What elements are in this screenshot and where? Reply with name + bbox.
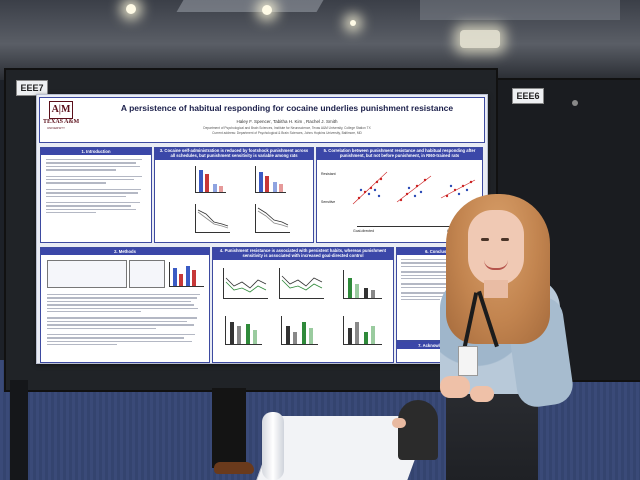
scatter-plot [351, 170, 389, 206]
poster-affiliation: Department of Psychological and Brain Sc… [203, 126, 371, 130]
logo-subtext: UNIVERSITY [47, 126, 66, 130]
presenter-face [468, 210, 524, 286]
conclusions-heading: 6. Conclusions [397, 248, 483, 255]
axis-label-sensitive: Sensitive [321, 200, 336, 204]
methods-diagram [47, 260, 127, 288]
crouching-person-hand [392, 418, 406, 428]
intro-panel: 1. Introduction [40, 147, 152, 243]
axis-arrow [357, 226, 467, 227]
line-chart [223, 268, 268, 299]
name-badge [458, 346, 478, 376]
ceiling-beam [176, 0, 324, 12]
background-person-legs [212, 388, 246, 468]
presenter-smile [484, 260, 508, 270]
ceiling-light [262, 5, 272, 15]
intro-text [41, 155, 151, 219]
bar-chart [169, 262, 204, 287]
logo-text: TEXAS A&M [43, 119, 80, 125]
ceiling [0, 0, 640, 80]
line-chart [279, 268, 324, 299]
results-panel-3: 3. Cocaine self-administration is reduce… [154, 147, 314, 243]
results-5-heading: 5. Correlation between punishment resist… [317, 148, 482, 160]
poster-affiliation: Current address: Department of Psycholog… [212, 131, 362, 135]
line-chart [195, 204, 230, 233]
axis-label-resistant: Resistant [321, 172, 336, 176]
poster-authors: Haley F. Spencer, Tabitha H. Kim , Rache… [236, 119, 338, 124]
background-person-shoe [214, 462, 254, 474]
research-poster: A|M TEXAS A&M UNIVERSITY A persistence o… [36, 94, 488, 364]
results-3-heading: 3. Cocaine self-administration is reduce… [155, 148, 313, 160]
bar-chart [225, 316, 262, 345]
methods-panel: 2. Methods [40, 247, 210, 363]
bar-chart [255, 166, 286, 193]
board-knob [572, 100, 578, 106]
methods-heading: 2. Methods [41, 248, 209, 255]
intro-heading: 1. Introduction [41, 148, 151, 155]
ceiling-light [350, 20, 356, 26]
crouching-person-arm [398, 400, 438, 460]
poster-header [39, 97, 485, 143]
presenter-hand [470, 386, 494, 402]
bar-chart [343, 316, 382, 345]
line-chart [255, 204, 290, 233]
ceiling-light [460, 30, 500, 48]
board-number-left: EEE7 [16, 80, 48, 96]
conclusions-text [397, 255, 483, 306]
rolled-poster-tube [262, 412, 284, 480]
axis-label-goal-directed: Goal-directed [353, 229, 375, 233]
results-4-heading: 4. Punishment resistance is associated w… [213, 248, 393, 260]
methods-diagram [129, 260, 165, 288]
bar-chart [195, 166, 226, 193]
methods-text [47, 294, 203, 347]
board-leg-left [10, 380, 28, 480]
scatter-plot [395, 170, 433, 206]
presenter-hand [440, 376, 470, 398]
board-number-right: EEE6 [512, 88, 544, 104]
bar-chart [281, 316, 318, 345]
presenter-neck [484, 280, 508, 298]
presenter-eye [481, 238, 489, 241]
poster-title: A persistence of habitual responding for… [120, 103, 454, 113]
ceiling-beam [420, 0, 620, 20]
university-logo: A|M [49, 101, 73, 119]
bar-chart [343, 270, 382, 299]
scatter-plot [439, 170, 477, 206]
ceiling-light [126, 4, 136, 14]
results-panel-4: 4. Punishment resistance is associated w… [212, 247, 394, 363]
presenter-eye [501, 238, 509, 241]
logo-letters: A|M [51, 104, 71, 115]
